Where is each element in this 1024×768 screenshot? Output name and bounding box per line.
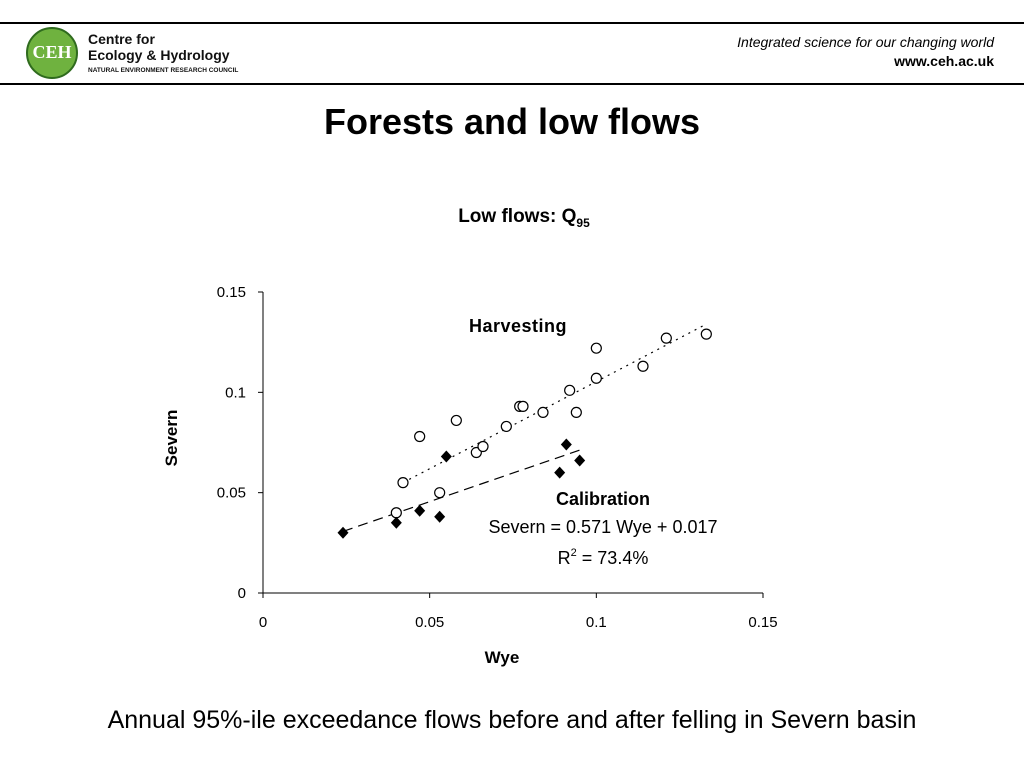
header-tagline: Integrated science for our changing worl… <box>737 34 994 50</box>
chart-title-subscript: 95 <box>576 216 590 230</box>
y-tick-label: 0.05 <box>217 485 246 502</box>
harvesting-point <box>390 507 402 519</box>
harvesting-point <box>590 342 602 354</box>
logo-line-2: Ecology & Hydrology <box>88 47 230 63</box>
y-tick-label: 0.1 <box>225 384 246 401</box>
calibration-point <box>440 450 452 463</box>
harvesting-point <box>500 420 512 433</box>
calibration-label: Calibration <box>556 489 650 509</box>
x-axis-label: Wye <box>485 648 520 667</box>
harvesting-point <box>660 332 672 344</box>
r-squared: R2 = 73.4% <box>558 547 649 568</box>
calibration-point <box>560 438 572 451</box>
header-url: www.ceh.ac.uk <box>894 53 994 69</box>
chart-title: Low flows: Q95 <box>458 206 590 230</box>
chart-axes: 0 0.05 0.1 0.15 0 0.05 0.1 0.15 <box>217 284 778 631</box>
harvesting-point <box>700 328 712 340</box>
harvesting-point <box>450 414 462 427</box>
r-squared-value: = 73.4% <box>577 548 649 568</box>
harvesting-point <box>564 384 576 396</box>
header-top-rule <box>0 22 1024 24</box>
y-axis-label: Severn <box>162 410 181 467</box>
calibration-trendline <box>342 449 580 532</box>
calibration-point <box>414 504 426 517</box>
calibration-point <box>434 510 446 523</box>
harvesting-point <box>397 477 409 489</box>
harvesting-point <box>517 400 529 412</box>
chart-title-main: Low flows: Q <box>458 206 576 227</box>
harvesting-label: Harvesting <box>469 316 567 336</box>
logo-line-3: NATURAL ENVIRONMENT RESEARCH COUNCIL <box>88 67 239 74</box>
y-tick-label: 0.15 <box>217 284 246 301</box>
harvesting-point <box>570 406 582 418</box>
calibration-point <box>390 516 402 529</box>
scatter-chart: Low flows: Q95 0 0.05 0.1 0.1500.050.10.15 … <box>162 206 778 667</box>
logo-line-1: Centre for <box>88 31 155 47</box>
calibration-point <box>337 526 349 539</box>
x-tick-label: 0 <box>259 614 267 631</box>
harvesting-trendline <box>402 323 707 484</box>
calibration-point <box>554 466 566 479</box>
ceh-logo-initials: CEH <box>32 42 72 62</box>
chart-trendlines <box>342 323 707 532</box>
harvesting-point <box>434 487 446 499</box>
chart-marks <box>337 328 712 539</box>
header-bottom-rule <box>0 83 1024 85</box>
x-tick-label: 0.1 <box>586 614 607 631</box>
r-squared-prefix: R <box>558 548 571 568</box>
harvesting-point <box>477 440 489 453</box>
r-squared-superscript: 2 <box>571 547 577 559</box>
ceh-logo: CEH Centre for Ecology & Hydrology NATUR… <box>26 27 266 79</box>
calibration-point <box>574 454 586 467</box>
page-title: Forests and low flows <box>323 101 701 142</box>
harvesting-point <box>590 372 602 384</box>
regression-equation: Severn = 0.571 Wye + 0.017 <box>489 517 718 537</box>
y-tick-label: 0 <box>238 585 246 602</box>
slide-caption: Annual 95%-ile exceedance flows before a… <box>107 706 917 734</box>
harvesting-point <box>414 430 426 443</box>
ceh-logo-emblem <box>26 27 78 79</box>
harvesting-point <box>537 406 549 418</box>
harvesting-point <box>637 360 649 372</box>
x-tick-label: 0.15 <box>748 614 777 631</box>
x-tick-label: 0.05 <box>415 614 444 631</box>
